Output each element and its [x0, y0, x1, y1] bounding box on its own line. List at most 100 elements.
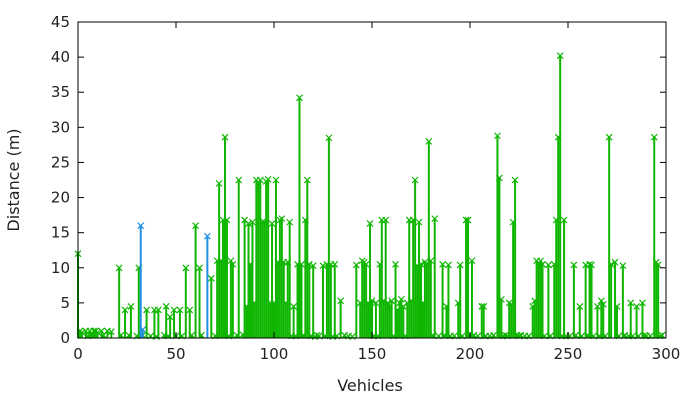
- y-axis-title: Distance (m): [4, 128, 23, 231]
- marker-0-154: [456, 261, 464, 269]
- marker-0-37: [188, 331, 196, 339]
- marker-0-74: [278, 215, 286, 223]
- marker-1-0: [137, 222, 145, 230]
- marker-0-186: [537, 257, 544, 265]
- marker-0-10: [98, 327, 105, 335]
- marker-0-168: [495, 174, 503, 182]
- y-tick-label-5: 5: [60, 294, 70, 312]
- marker-0-176: [511, 176, 519, 184]
- x-tick-label-150: 150: [358, 345, 387, 363]
- marker-1-1: [139, 326, 147, 333]
- x-tick-label-50: 50: [166, 345, 185, 363]
- series-layer: [74, 52, 666, 341]
- marker-0-88: [305, 260, 313, 268]
- marker-0-147: [439, 260, 446, 268]
- marker-0-150: [445, 261, 452, 269]
- marker-0-233: [658, 331, 666, 339]
- marker-0-14: [115, 264, 123, 272]
- marker-0-40: [198, 331, 205, 339]
- marker-0-80: [290, 302, 298, 310]
- marker-0-145: [431, 215, 439, 223]
- marker-0-221: [627, 299, 635, 307]
- marker-0-94: [319, 262, 327, 270]
- marker-0-33: [176, 306, 184, 314]
- marker-0-110: [362, 260, 370, 268]
- series-0: [74, 52, 666, 341]
- plot-frame: [77, 21, 667, 339]
- marker-0-128: [397, 295, 405, 303]
- marker-0-137: [415, 218, 423, 226]
- marker-0-216: [613, 302, 621, 310]
- marker-0-163: [480, 302, 488, 310]
- marker-0-218: [619, 262, 627, 270]
- marker-0-213: [605, 133, 613, 141]
- marker-0-121: [384, 299, 392, 307]
- marker-0-13: [107, 328, 115, 336]
- marker-0-63: [256, 176, 264, 184]
- marker-0-169: [497, 295, 505, 303]
- marker-0-223: [633, 302, 641, 310]
- marker-0-112: [366, 220, 374, 227]
- marker-0-115: [372, 299, 380, 307]
- marker-0-57: [245, 220, 252, 227]
- marker-0-135: [411, 176, 419, 184]
- marker-0-167: [494, 132, 501, 140]
- marker-0-225: [639, 299, 646, 307]
- marker-0-113: [368, 297, 376, 305]
- x-axis-title: Vehicles: [337, 376, 403, 395]
- marker-0-69: [268, 220, 276, 227]
- marker-0-201: [576, 302, 584, 310]
- x-tick-label-250: 250: [554, 345, 583, 363]
- marker-0-39: [196, 264, 203, 272]
- marker-0-157: [464, 216, 472, 224]
- marker-0-100: [331, 260, 339, 268]
- marker-0-105: [348, 333, 356, 341]
- marker-0-208: [593, 302, 601, 310]
- marker-0-50: [227, 257, 235, 265]
- marker-0-16: [121, 306, 129, 314]
- marker-0-36: [186, 306, 194, 314]
- marker-0-211: [599, 300, 607, 308]
- y-tick-label-45: 45: [51, 13, 70, 31]
- marker-0-47: [221, 133, 229, 141]
- tick-layer: 0 5 10 15 20 25 30 35 40 45 0 50 100 150 200 250 300: [51, 13, 680, 363]
- marker-0-102: [337, 297, 345, 305]
- marker-0-199: [570, 261, 578, 269]
- marker-0-41: [207, 274, 215, 282]
- marker-0-67: [264, 175, 272, 183]
- marker-0-53: [235, 176, 243, 184]
- y-tick-label-15: 15: [51, 224, 70, 242]
- marker-0-210: [597, 297, 605, 305]
- marker-0-44: [215, 180, 223, 187]
- marker-0-206: [588, 261, 595, 269]
- marker-0-142: [425, 137, 433, 145]
- x-tick-label-0: 0: [73, 345, 83, 363]
- marker-0-38: [192, 222, 200, 230]
- marker-0-143: [427, 257, 435, 265]
- marker-0-78: [286, 218, 294, 226]
- marker-0-26: [154, 306, 162, 314]
- marker-0-83: [296, 94, 303, 102]
- x-tick-label-200: 200: [456, 345, 485, 363]
- marker-0-15: [117, 331, 125, 339]
- marker-0-18: [127, 302, 135, 310]
- marker-0-194: [556, 52, 564, 60]
- y-tick-label-10: 10: [51, 259, 70, 277]
- marker-0-9: [94, 328, 102, 336]
- y-tick-label-35: 35: [51, 83, 70, 101]
- marker-0-215: [611, 258, 619, 266]
- marker-0-187: [539, 260, 546, 268]
- marker-0-159: [468, 257, 476, 265]
- y-tick-label-25: 25: [51, 153, 70, 171]
- marker-0-231: [654, 261, 662, 269]
- marker-0-90: [309, 262, 317, 270]
- marker-0-229: [650, 133, 658, 141]
- marker-0-166: [490, 331, 497, 339]
- marker-0-71: [272, 176, 280, 184]
- marker-0-84: [298, 260, 305, 268]
- marker-0-48: [223, 216, 231, 224]
- y-tick-label-30: 30: [51, 118, 70, 136]
- marker-0-196: [560, 216, 568, 224]
